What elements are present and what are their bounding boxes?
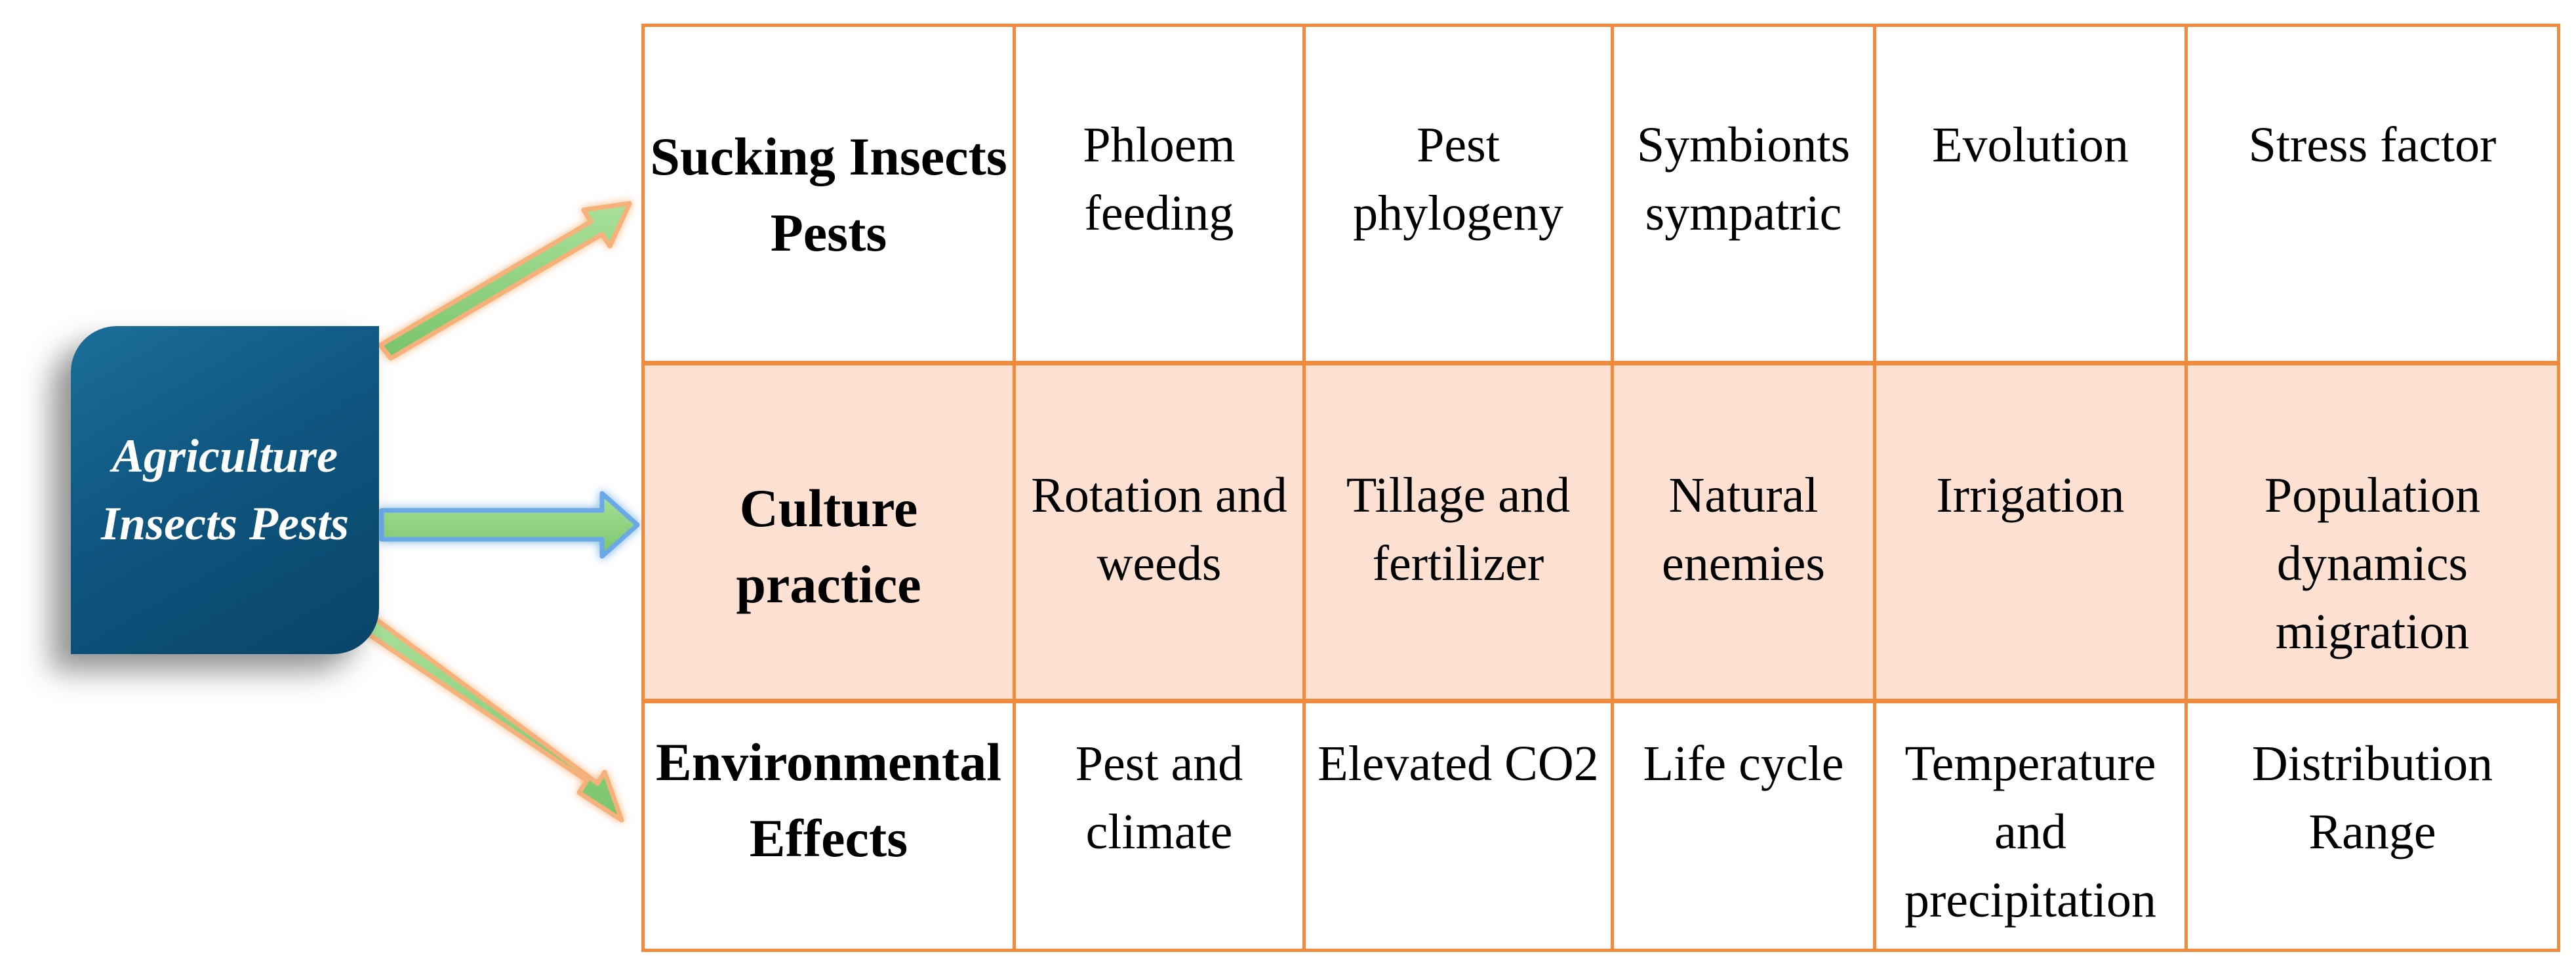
table-cell: Population dynamics migration [2184, 362, 2560, 703]
factors-table: Sucking Insects Pests Phloem feeding Pes… [641, 24, 2560, 952]
table-cell: Tillage and fertilizer [1302, 362, 1614, 703]
table-cell: Natural enemies [1611, 362, 1876, 703]
table-cell: Symbionts sympatric [1611, 24, 1876, 365]
row-header: Sucking Insects Pests [641, 24, 1016, 365]
row-header: Environmental Effects [641, 699, 1016, 952]
table-cell: Temperature and precipitation [1873, 699, 2188, 952]
arrow-to-sucking-insects [378, 201, 632, 361]
table-cell: Irrigation [1873, 362, 2188, 703]
hub-label: Agriculture Insects Pests [101, 430, 349, 550]
table-cell: Stress factor [2184, 24, 2560, 365]
table-cell: Evolution [1873, 24, 2188, 365]
table-cell: Pest and climate [1013, 699, 1306, 952]
row-header: Culture practice [641, 362, 1016, 703]
table-row-environmental-effects: Environmental Effects Pest and climate E… [641, 699, 2560, 952]
table-cell: Elevated CO2 [1302, 699, 1614, 952]
arrow-to-environmental-effects [359, 614, 624, 823]
agriculture-insects-pests-box: Agriculture Insects Pests [71, 326, 379, 654]
arrow-to-culture-practice [379, 491, 640, 559]
table-cell: Phloem feeding [1013, 24, 1306, 365]
table-cell: Distribution Range [2184, 699, 2560, 952]
table-cell: Rotation and weeds [1013, 362, 1306, 703]
table-row-culture-practice: Culture practice Rotation and weeds Till… [641, 362, 2560, 703]
table-cell: Life cycle [1611, 699, 1876, 952]
table-cell: Pest phylogeny [1302, 24, 1614, 365]
table-row-sucking-insects: Sucking Insects Pests Phloem feeding Pes… [641, 24, 2560, 365]
